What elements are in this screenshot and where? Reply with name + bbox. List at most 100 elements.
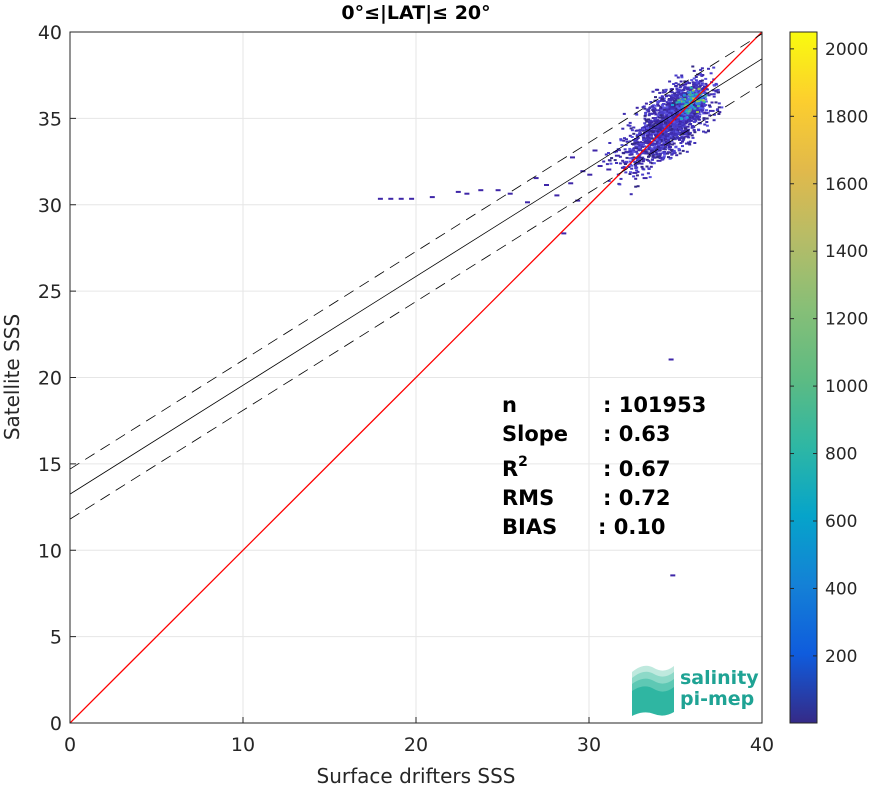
density-cell [704,85,708,88]
density-cell [672,122,676,125]
density-cell [632,139,636,141]
x-axis-ticks: 0 10 20 30 40 [64,717,774,756]
density-cell [676,116,680,119]
density-cell [647,130,651,133]
density-cell [695,85,699,88]
density-cell [665,108,669,111]
density-cell [628,124,632,127]
density-cell [659,125,663,128]
density-cell [659,114,663,117]
density-cell [661,113,665,116]
density-cell [639,141,643,144]
density-cell [632,171,638,174]
density-cell [669,120,672,123]
density-cell [703,111,707,114]
density-cell [661,91,665,94]
density-cell [678,152,682,155]
density-cell [679,85,683,88]
density-cell [643,122,647,125]
density-cell [646,127,649,129]
density-cell [678,124,682,127]
density-cell [634,164,638,167]
density-cell [692,113,696,115]
density-cell [662,120,666,123]
density-cell [692,97,696,100]
density-cell [662,102,666,105]
density-cell [628,157,632,160]
density-cell [683,126,687,129]
density-cell [702,130,705,133]
density-cell [696,100,700,103]
density-cell [640,157,644,160]
density-cell [643,145,647,148]
density-cell [653,142,657,145]
density-cell [686,107,690,110]
density-cell [670,128,674,131]
density-cell [699,99,703,101]
density-cell [674,85,678,87]
density-cell [652,110,656,113]
density-cell [666,103,670,105]
density-cell [680,100,684,103]
density-cell [699,73,703,76]
density-cell [677,83,681,86]
density-cell [678,123,682,125]
density-cell [692,69,696,72]
y-tick-label: 5 [50,627,62,649]
density-cell [646,135,650,138]
density-cell [621,159,625,162]
density-cell [645,120,649,123]
density-cell [660,116,664,119]
density-cell [635,157,639,159]
density-cell [680,132,684,135]
density-cell [677,107,681,110]
density-cell [700,84,704,86]
density-cell [700,67,704,70]
density-cell [645,128,648,131]
density-cell [647,123,651,126]
density-cell [651,131,655,133]
colorbar-tick-label: 200 [825,647,857,667]
density-cell [658,96,662,99]
density-cell [687,110,691,113]
density-cell [635,174,639,177]
density-cell [654,145,658,148]
density-cell [645,132,649,135]
density-cell [646,139,650,142]
density-cell [675,154,679,157]
density-cell [685,108,689,111]
density-cell [696,117,699,120]
density-cell [648,106,652,109]
density-cell [664,112,668,115]
density-cell [716,88,720,91]
density-cell [533,177,539,180]
density-cell [690,108,694,111]
density-cell [622,152,626,155]
density-cell [717,102,721,105]
density-cell [686,141,690,144]
density-cell [668,100,672,103]
density-cell [682,100,686,103]
density-cell [690,134,694,137]
density-cell [654,96,657,99]
density-cell [665,106,669,109]
density-cell [680,90,684,93]
density-cell [678,131,682,134]
density-cell [663,110,667,113]
density-cell [622,139,626,142]
density-cell [647,146,651,149]
density-cell [675,88,679,91]
density-cell [635,106,639,109]
density-cell [638,128,642,131]
density-cell [676,103,680,106]
x-tick-label: 10 [231,734,255,756]
density-cell [704,100,708,103]
density-cell [654,134,657,137]
density-cell [544,184,549,186]
density-cell [652,162,656,165]
density-cell [691,111,695,114]
density-cell [654,126,657,129]
density-cell [636,170,640,173]
density-cell [649,151,653,154]
density-cell [687,118,691,121]
